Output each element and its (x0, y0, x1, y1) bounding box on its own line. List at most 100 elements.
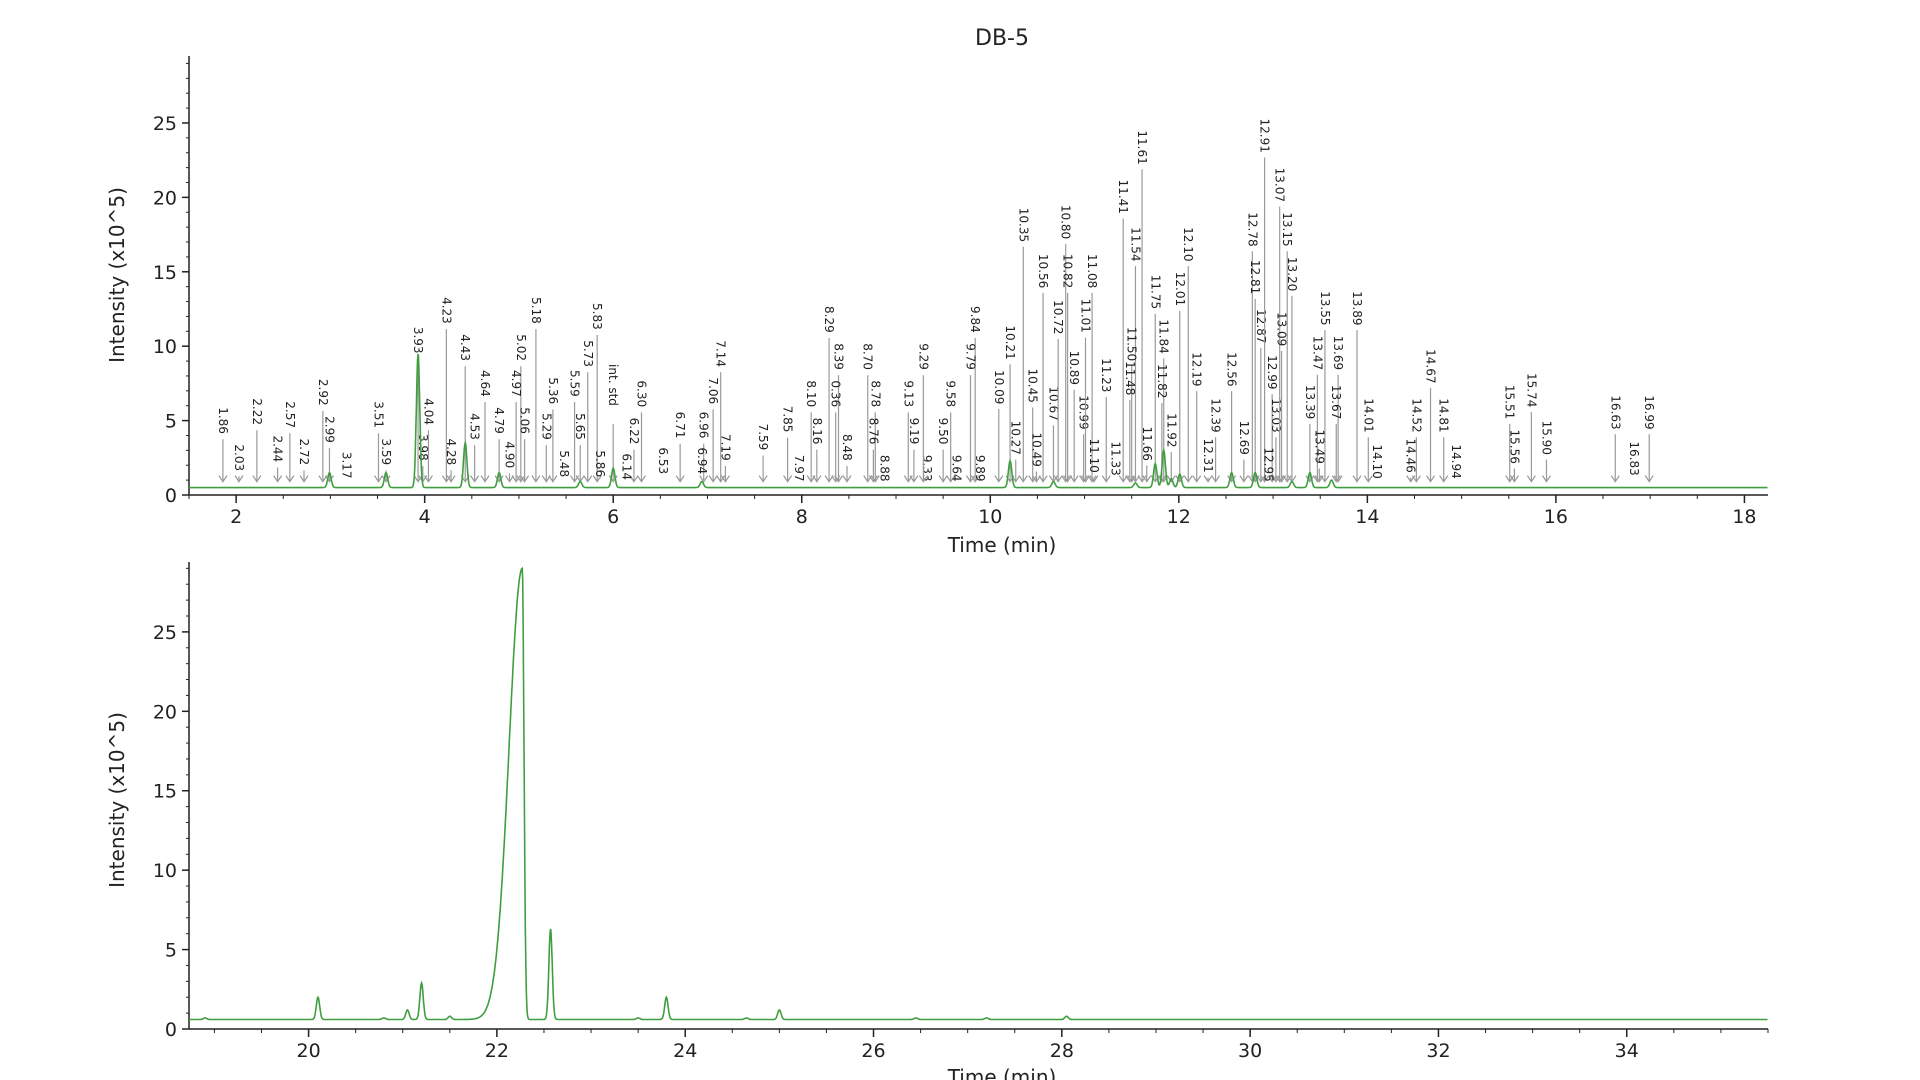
peak-label: 12.81 (1248, 260, 1262, 294)
peak-arrow-head (318, 475, 328, 483)
peak-label: 5.86 (593, 450, 607, 477)
peak-label: 6.53 (656, 447, 670, 474)
peak-label: 3.93 (411, 327, 425, 354)
peak-arrow-head (629, 475, 639, 483)
peak-label: 9.19 (907, 418, 921, 445)
peak-label: 8.76 (866, 418, 880, 445)
peak-label: 12.87 (1254, 309, 1268, 343)
peak-arrow-head (909, 475, 919, 483)
peak-arrow-head (592, 475, 602, 483)
y-axis-title: Intensity (x10^5) (105, 187, 129, 363)
peak-label: 7.06 (706, 377, 720, 404)
peak-arrow-head (1080, 475, 1090, 483)
x-tick-label: 4 (419, 506, 431, 528)
peak-arrow-head (812, 475, 822, 483)
chromatogram-trace (189, 353, 1768, 489)
peak-label: 12.31 (1201, 438, 1215, 472)
peak-label: 11.41 (1116, 180, 1130, 214)
peak-arrow-head (1087, 475, 1097, 483)
peak-label: 10.45 (1026, 369, 1040, 403)
peak-label: 5.48 (557, 450, 571, 477)
peak-arrow-head (218, 475, 228, 483)
peak-arrow-head (699, 475, 709, 483)
peak-label: 10.56 (1036, 254, 1050, 288)
peak-label: 14.10 (1370, 444, 1384, 478)
x-tick-label: 22 (485, 1040, 509, 1062)
peak-label: 10.49 (1029, 432, 1043, 466)
peak-label: 5.18 (529, 297, 543, 324)
peak-label: 9.58 (944, 380, 958, 407)
peak-arrow-head (1314, 475, 1324, 483)
peak-arrow-head (1406, 475, 1416, 483)
peak-label: 9.13 (901, 380, 915, 407)
peak-arrow-head (273, 475, 283, 483)
peak-label: 11.23 (1099, 358, 1113, 392)
peak-arrow-head (548, 475, 558, 483)
peak-label: 7.14 (714, 340, 728, 367)
peak-arrow-head (708, 475, 718, 483)
peak-label: 15.74 (1524, 373, 1538, 407)
peak-label: 3.51 (371, 401, 385, 428)
peak-arrow-head (1352, 475, 1362, 483)
peak-label: 4.64 (478, 370, 492, 397)
y-tick-label: 25 (153, 622, 177, 644)
peak-arrow-head (1079, 475, 1089, 483)
peak-arrow-head (831, 475, 841, 483)
peak-label: 4.90 (503, 441, 517, 468)
y-tick-label: 15 (153, 781, 177, 803)
peak-label: 5.02 (514, 334, 528, 361)
peak-label: 6.22 (627, 418, 641, 445)
peak-label: 13.07 (1273, 168, 1287, 202)
peak-arrow-head (541, 475, 551, 483)
peak-label: 11.48 (1123, 361, 1137, 395)
peak-arrow-head (1267, 475, 1277, 483)
peak-arrow-head (1166, 475, 1176, 483)
peak-arrow-head (1183, 475, 1193, 483)
peak-label: 11.82 (1155, 364, 1169, 398)
peak-label: 8.16 (810, 418, 824, 445)
peak-arrow-head (965, 475, 975, 483)
peak-arrow-head (324, 475, 334, 483)
peak-label: 4.23 (439, 297, 453, 324)
peak-label: 9.84 (968, 306, 982, 333)
peak-label: 5.06 (518, 407, 532, 434)
peak-arrow-head (1142, 475, 1152, 483)
peak-label: 11.50 (1125, 327, 1139, 361)
peak-arrow-head (1312, 475, 1322, 483)
peak-label: 6.96 (697, 412, 711, 439)
peak-label: 10.72 (1051, 300, 1065, 334)
y-tick-label: 15 (153, 262, 177, 284)
x-tick-label: 20 (296, 1040, 320, 1062)
peak-label: 11.61 (1135, 130, 1149, 164)
peak-label: 8.48 (840, 434, 854, 461)
peak-arrow-head (1256, 475, 1266, 483)
peak-label: 6.94 (695, 447, 709, 474)
peak-arrow-head (1426, 475, 1436, 483)
peak-arrow-head (1028, 475, 1038, 483)
x-tick-label: 24 (673, 1040, 697, 1062)
x-tick-label: 26 (861, 1040, 885, 1062)
peak-arrow-head (994, 475, 1004, 483)
peak-arrow-head (824, 475, 834, 483)
peak-label: 12.91 (1258, 119, 1272, 153)
peak-label: 12.01 (1173, 272, 1187, 306)
peak-arrow-head (1089, 475, 1099, 483)
peak-label: 14.81 (1437, 398, 1451, 432)
peak-arrow-head (868, 475, 878, 483)
peak-label: 13.47 (1310, 336, 1324, 370)
peak-arrow-head (1175, 475, 1185, 483)
peak-arrow-head (520, 475, 530, 483)
peak-label: 10.21 (1003, 325, 1017, 359)
y-tick-label: 5 (165, 411, 177, 433)
y-axis-title: Intensity (x10^5) (105, 712, 129, 888)
peak-label: 10.99 (1077, 395, 1091, 429)
peak-label: 11.92 (1164, 413, 1178, 447)
peak-label: 1.86 (216, 407, 230, 434)
peak-label: 7.59 (756, 424, 770, 451)
peak-label: 12.39 (1209, 398, 1223, 432)
x-tick-label: 16 (1544, 506, 1568, 528)
peak-arrow-head (1260, 475, 1270, 483)
peak-arrow-head (252, 475, 262, 483)
peak-label: 8.78 (868, 380, 882, 407)
peak-label: 10.35 (1016, 208, 1030, 242)
